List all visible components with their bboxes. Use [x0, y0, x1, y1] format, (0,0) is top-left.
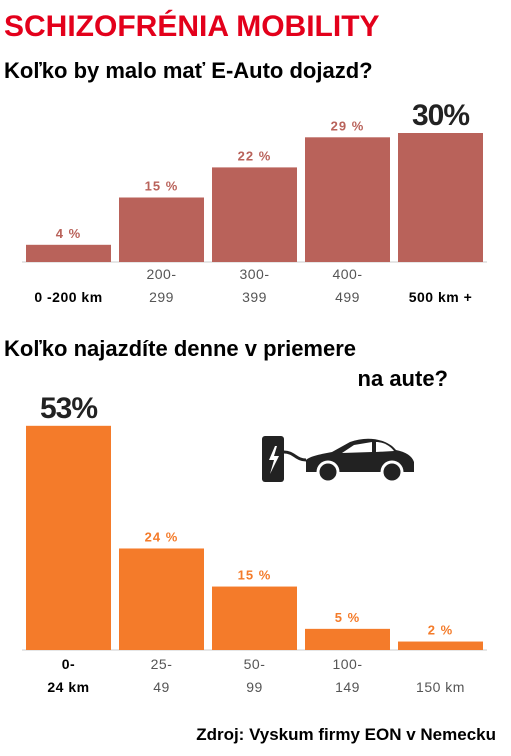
chart-title: Koľko najazdíte denne v priemerena aute? — [4, 336, 448, 391]
value-label: 15 % — [145, 179, 179, 194]
value-label: 2 % — [428, 623, 453, 638]
category-label: 400-499 — [332, 266, 362, 305]
bar — [305, 137, 390, 262]
car-icon — [262, 436, 414, 484]
value-label: 53% — [40, 392, 97, 425]
value-label: 15 % — [238, 568, 272, 583]
category-label: 300-399 — [239, 266, 269, 305]
category-label: 500 km + — [409, 289, 473, 305]
value-label: 5 % — [335, 610, 360, 625]
category-label: 0 -200 km — [34, 289, 102, 305]
bar — [119, 548, 204, 650]
bar — [398, 641, 483, 650]
bar — [26, 425, 111, 650]
bar — [305, 628, 390, 650]
bar — [398, 133, 483, 262]
bar — [119, 197, 204, 262]
value-label: 30% — [412, 99, 469, 132]
page-title: SCHIZOFRÉNIA MOBILITY — [4, 9, 380, 43]
category-label: 0-24 km — [47, 656, 89, 695]
chart-title: Koľko by malo mať E-Auto dojazd? — [4, 58, 373, 83]
category-label: 200-299 — [146, 266, 176, 305]
bar — [212, 167, 297, 262]
value-label: 29 % — [331, 118, 365, 133]
category-label: 25-49 — [151, 656, 173, 695]
value-label: 4 % — [56, 226, 81, 241]
category-label: 100-149 — [332, 656, 362, 695]
bar — [26, 244, 111, 262]
category-label: 50-99 — [244, 656, 266, 695]
value-label: 24 % — [145, 529, 179, 544]
source: Zdroj: Vyskum firmy EON v Nemecku — [196, 725, 496, 744]
category-label: 150 km — [416, 679, 465, 695]
bar — [212, 586, 297, 650]
value-label: 22 % — [238, 148, 272, 163]
